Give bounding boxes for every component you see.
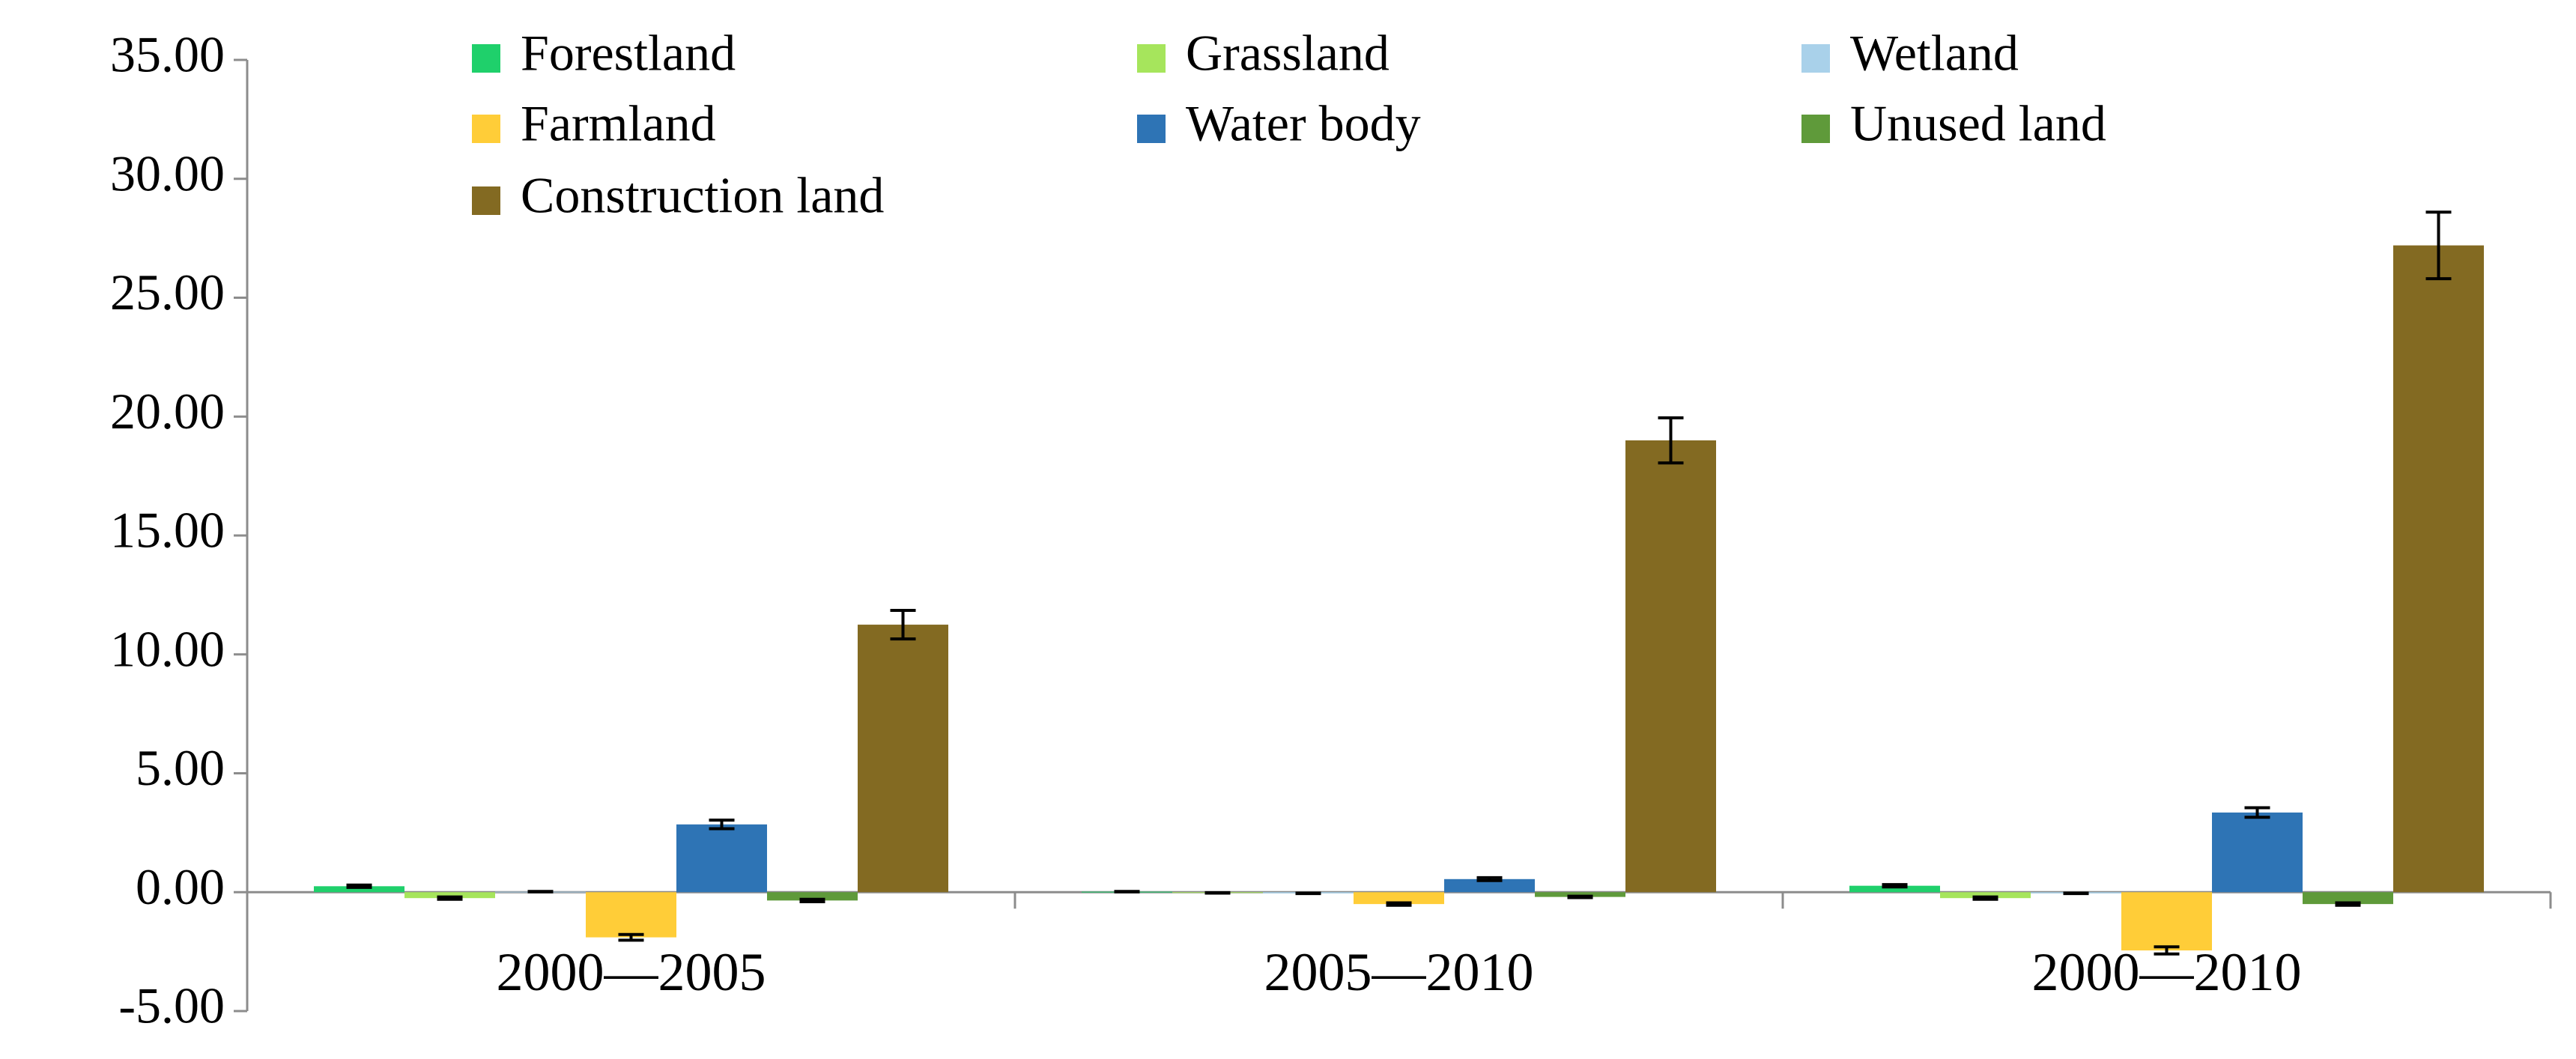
legend-swatch bbox=[1801, 44, 1830, 73]
legend-item: Forestland bbox=[472, 25, 736, 82]
bar bbox=[1849, 885, 1940, 893]
legend-label: Wetland bbox=[1850, 25, 2019, 82]
legend-swatch bbox=[1801, 115, 1830, 143]
legend: Forestland Grassland Wetland Farmland Water … bbox=[472, 25, 2106, 224]
y-tick-label: 20.00 bbox=[110, 383, 225, 440]
legend-item: Water body bbox=[1137, 95, 1421, 152]
legend-item: Grassland bbox=[1137, 25, 1389, 82]
y-tick-label: 10.00 bbox=[110, 620, 225, 677]
x-category-label: 2000—2005 bbox=[497, 942, 766, 1002]
y-tick-label: 25.00 bbox=[110, 264, 225, 321]
bar bbox=[586, 892, 676, 938]
x-category-label: 2005—2010 bbox=[1264, 942, 1534, 1002]
bar bbox=[1444, 879, 1535, 893]
bar bbox=[2303, 892, 2393, 905]
legend-item: Construction land bbox=[472, 167, 884, 224]
bar bbox=[1625, 440, 1716, 893]
bar bbox=[2393, 245, 2484, 893]
bar bbox=[2212, 812, 2303, 893]
y-tick-label: 0.00 bbox=[136, 858, 225, 915]
y-tick-label: 35.00 bbox=[110, 26, 225, 83]
legend-label: Construction land bbox=[521, 167, 884, 224]
legend-label: Water body bbox=[1186, 95, 1421, 152]
legend-swatch bbox=[472, 115, 500, 143]
axis-layer: 35.00 30.00 25.00 20.00 15.00 10.00 5.00 0.00 -5… bbox=[110, 26, 2552, 1034]
bar bbox=[1940, 892, 2031, 899]
bar bbox=[767, 892, 858, 901]
legend-swatch bbox=[472, 186, 500, 215]
bar bbox=[1535, 892, 1625, 897]
bar bbox=[676, 824, 767, 893]
legend-item: Unused land bbox=[1801, 95, 2106, 152]
bar bbox=[2121, 892, 2212, 951]
bar bbox=[1354, 892, 1444, 905]
y-tick-label: 30.00 bbox=[110, 145, 225, 201]
legend-label: Farmland bbox=[521, 95, 716, 152]
legend-label: Unused land bbox=[1850, 95, 2106, 152]
legend-swatch bbox=[472, 44, 500, 73]
legend-label: Grassland bbox=[1186, 25, 1389, 82]
legend-item: Wetland bbox=[1801, 25, 2019, 82]
legend-label: Forestland bbox=[521, 25, 736, 82]
bar-layer bbox=[314, 210, 2484, 956]
bar bbox=[314, 886, 404, 893]
legend-swatch bbox=[1137, 44, 1166, 73]
legend-item: Farmland bbox=[472, 95, 716, 152]
legend-swatch bbox=[1137, 115, 1166, 143]
bar bbox=[858, 625, 948, 893]
bar bbox=[404, 892, 495, 899]
y-tick-label: -5.00 bbox=[118, 977, 225, 1034]
y-tick-label: 15.00 bbox=[110, 502, 225, 559]
y-tick-label: 5.00 bbox=[136, 739, 225, 796]
